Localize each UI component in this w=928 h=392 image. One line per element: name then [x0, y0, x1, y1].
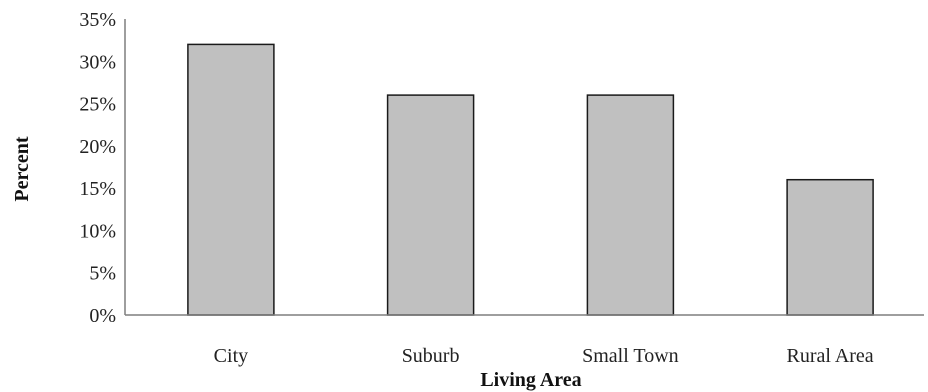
x-tick-label: Suburb — [402, 345, 460, 367]
y-tick-label: 30% — [79, 51, 116, 73]
bar-city — [187, 43, 275, 316]
y-tick-label: 5% — [89, 263, 116, 285]
y-tick-label: 20% — [79, 136, 116, 158]
bar-small-town — [586, 94, 675, 316]
y-tick-label: 10% — [79, 220, 116, 242]
x-tick-labels: City Suburb Small Town Rural Area — [214, 345, 874, 367]
y-axis-title: Percent — [11, 136, 33, 201]
x-tick-label: Rural Area — [787, 345, 874, 367]
bar-rural-area — [786, 178, 874, 316]
x-axis-title: Living Area — [480, 369, 581, 391]
y-tick-label: 35% — [79, 9, 116, 31]
bars — [187, 43, 874, 316]
y-tick-label: 0% — [89, 305, 116, 327]
y-tick-labels: 0% 5% 10% 15% 20% 25% 30% 35% — [79, 9, 116, 327]
x-tick-label: City — [214, 345, 248, 367]
y-tick-label: 25% — [79, 94, 116, 116]
bar-suburb — [386, 94, 475, 316]
x-tick-label: Small Town — [582, 345, 679, 367]
y-tick-label: 15% — [79, 178, 116, 200]
